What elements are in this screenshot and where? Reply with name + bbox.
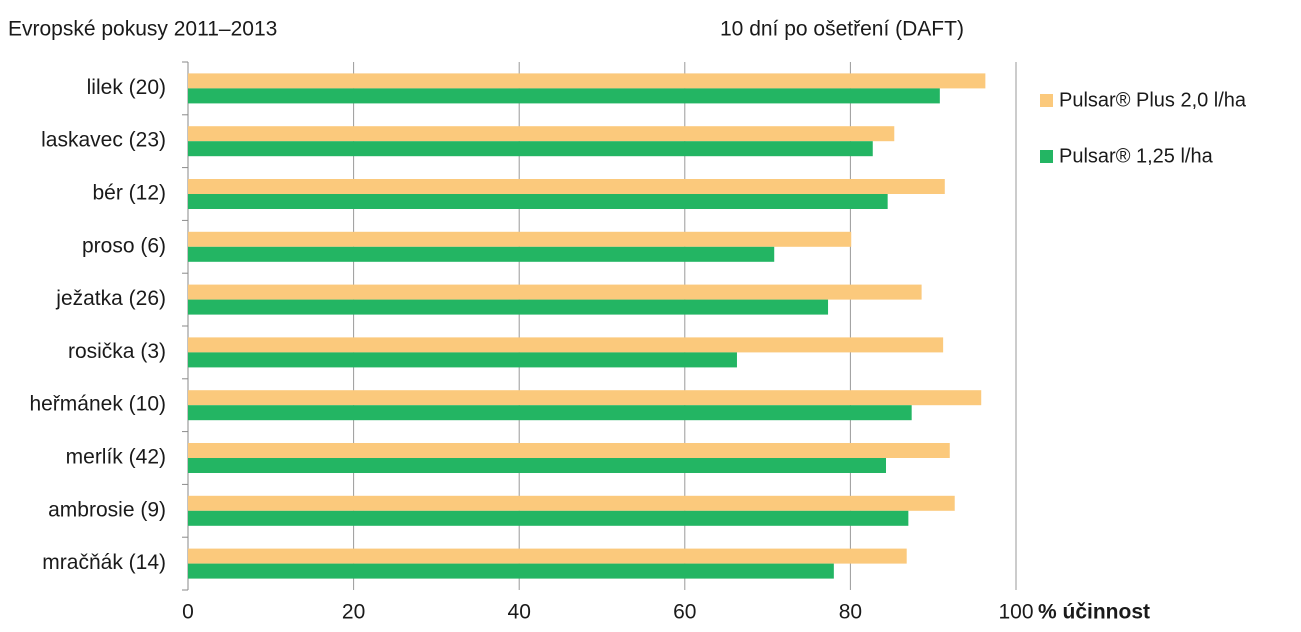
bar (188, 299, 829, 315)
y-tick-label: heřmánek (10) (29, 393, 166, 416)
x-tick-label: 100 (998, 601, 1033, 624)
bar (188, 141, 873, 157)
chart-subtitle: 10 dní po ošetření (DAFT) (720, 18, 964, 41)
bar (188, 548, 907, 564)
bar (188, 352, 737, 368)
bar (188, 405, 912, 421)
y-tick-label: lilek (20) (87, 76, 166, 99)
y-tick-label: laskavec (23) (41, 129, 166, 152)
bar (188, 563, 834, 579)
chart-title: Evropské pokusy 2011–2013 (8, 18, 277, 41)
x-axis-label: % účinnost (1038, 601, 1150, 624)
y-tick-label: proso (6) (82, 234, 166, 257)
y-tick-label: rosička (3) (68, 340, 166, 363)
x-tick-label: 60 (673, 601, 696, 624)
bar (188, 337, 944, 353)
bar (188, 495, 955, 511)
bar (188, 179, 945, 194)
bar (188, 246, 775, 262)
y-tick-label: ježatka (26) (55, 287, 166, 310)
y-tick-label: merlík (42) (66, 446, 166, 469)
x-tick-label: 0 (182, 601, 194, 624)
bar (188, 194, 888, 209)
y-tick-label: ambrosie (9) (48, 498, 166, 521)
bar (188, 510, 909, 526)
legend-swatch (1040, 94, 1053, 107)
bar (188, 88, 940, 104)
bar (188, 126, 895, 142)
x-tick-label: 80 (839, 601, 862, 624)
y-tick-label: bér (12) (92, 182, 166, 205)
bar (188, 284, 922, 300)
x-tick-label: 40 (508, 601, 531, 624)
y-tick-label: mračňák (14) (42, 551, 166, 574)
bar (188, 231, 852, 247)
legend-swatch (1040, 150, 1053, 163)
bar (188, 458, 887, 473)
bar (188, 73, 986, 89)
bar (188, 443, 950, 458)
bar (188, 390, 982, 406)
legend-label: Pulsar® Plus 2,0 l/ha (1059, 89, 1247, 111)
legend-label: Pulsar® 1,25 l/ha (1059, 145, 1214, 167)
x-tick-label: 20 (342, 601, 365, 624)
